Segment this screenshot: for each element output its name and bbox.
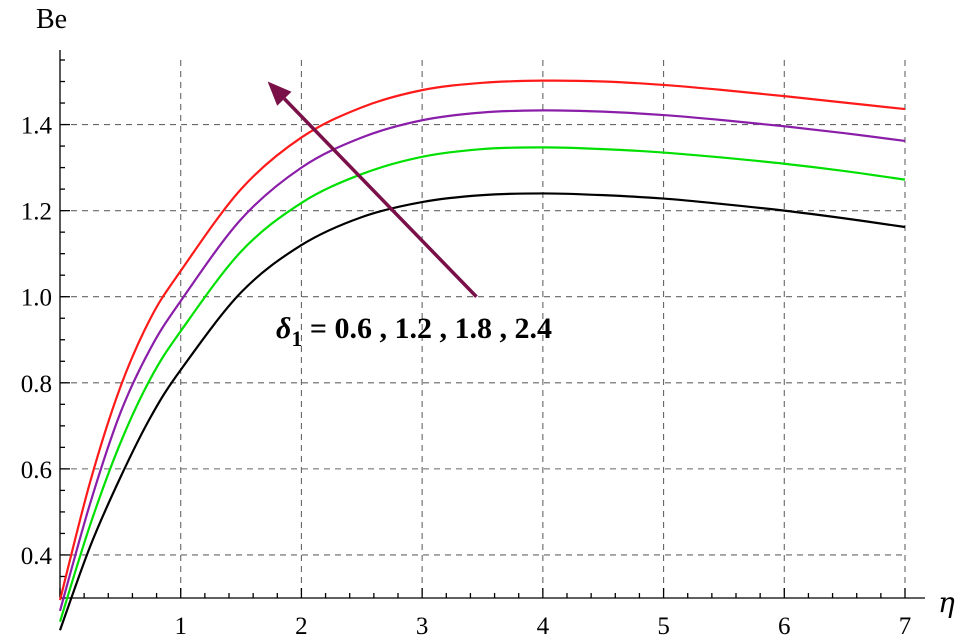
x-tick-label: 4: [537, 613, 550, 639]
parameter-annotation: δ1 = 0.6 , 1.2 , 1.8 , 2.4: [276, 312, 552, 351]
y-tick-label: 0.8: [21, 371, 52, 398]
series-line-3: [58, 109, 906, 612]
x-axis-label: η: [938, 586, 955, 619]
series-layer: [58, 79, 906, 631]
y-axis-label: Be: [36, 4, 67, 35]
y-tick-label: 1.0: [21, 285, 52, 312]
x-tick-label: 5: [657, 613, 670, 639]
x-tick-label: 3: [416, 613, 429, 639]
x-tick-label: 6: [778, 613, 791, 639]
axes-layer: 1 2 3 4 5 6 7 0.4 0.6 0.8 1.0 1.2 1.4: [21, 50, 925, 639]
y-tick-label: 1.2: [21, 199, 52, 226]
x-tick-label: 2: [295, 613, 308, 639]
y-tick-label: 0.6: [21, 457, 52, 484]
x-tick-label: 1: [174, 613, 187, 639]
y-tick-label: 1.4: [21, 113, 53, 140]
annotation-layer: δ1 = 0.6 , 1.2 , 1.8 , 2.4: [267, 81, 552, 351]
x-tick-label: 7: [899, 613, 912, 639]
series-line-1: [58, 192, 906, 631]
trend-arrow-head: [267, 81, 292, 106]
trend-arrow-shaft: [283, 97, 478, 298]
series-line-4: [58, 79, 906, 601]
y-tick-label: 0.4: [21, 543, 53, 570]
series-line-2: [58, 146, 906, 622]
